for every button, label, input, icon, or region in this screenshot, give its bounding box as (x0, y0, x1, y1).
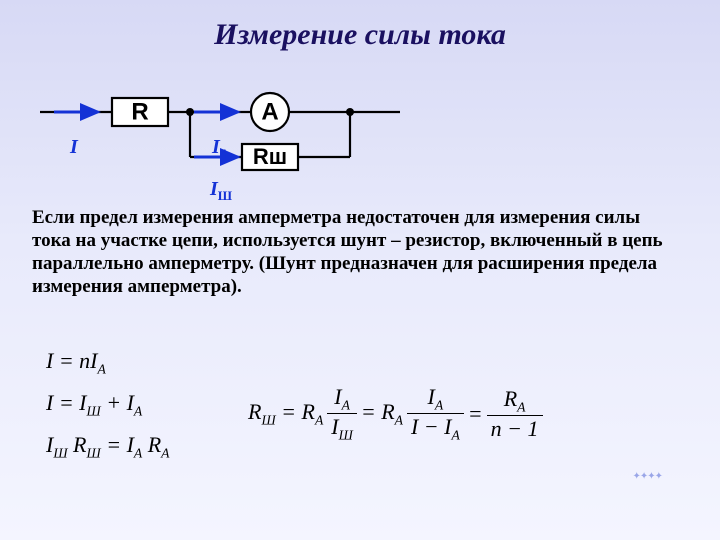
formula-row-rsh: RШ = RAIAIШ = RAIAI − IA = RAn − 1 (246, 384, 545, 444)
decorative-star-icon: ✦✦✦✦ (632, 471, 662, 482)
current-label-I: I (70, 136, 78, 159)
svg-text:Rш: Rш (253, 144, 287, 169)
svg-text:R: R (131, 98, 148, 125)
formula-row-1: I = nIA (46, 348, 106, 377)
page-title: Измерение силы тока (0, 18, 720, 52)
formula-row-2: I = IШ + IA (46, 390, 142, 419)
description-paragraph: Если предел измерения амперметра недоста… (32, 206, 680, 298)
formula-row-3: IШ RШ = IA RA (46, 432, 170, 461)
current-label-IA: IА (212, 136, 229, 162)
circuit-diagram: RARш I IА IШ (40, 78, 400, 198)
svg-text:A: A (261, 98, 278, 125)
current-label-ISh: IШ (210, 178, 232, 204)
